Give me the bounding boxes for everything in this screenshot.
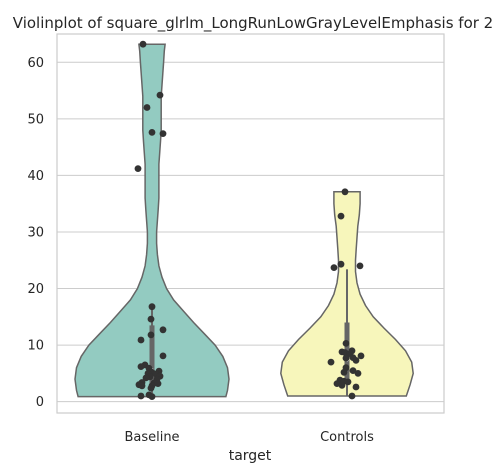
x-axis-ticks: Baseline Controls: [124, 430, 374, 445]
data-point-baseline-5: [134, 165, 142, 173]
y-tick-label-30: 30: [27, 225, 44, 240]
data-point-controls-3: [356, 262, 364, 270]
data-point-baseline-25: [154, 380, 162, 387]
data-point-baseline-7: [147, 315, 155, 323]
data-point-baseline-31: [137, 392, 145, 400]
data-point-baseline-21: [142, 374, 150, 382]
data-point-controls-10: [357, 352, 365, 360]
strip-points: [134, 40, 365, 400]
y-tick-label-40: 40: [27, 169, 44, 184]
data-point-controls-14: [327, 358, 335, 366]
violins: [74, 43, 414, 398]
data-point-baseline-13: [137, 363, 145, 370]
data-point-baseline-29: [147, 384, 155, 392]
data-point-controls-2: [330, 264, 338, 271]
data-point-controls-13: [352, 357, 360, 364]
data-point-baseline-6: [148, 303, 156, 311]
y-tick-label-60: 60: [27, 56, 44, 71]
y-tick-label-0: 0: [36, 395, 44, 410]
data-point-controls-17: [340, 368, 348, 376]
data-point-controls-18: [354, 370, 362, 377]
data-point-controls-24: [352, 383, 360, 391]
data-point-baseline-27: [138, 382, 146, 390]
data-point-controls-21: [344, 378, 352, 386]
data-point-controls-23: [338, 381, 346, 389]
data-point-baseline-10: [137, 336, 145, 344]
violin-baseline: [74, 43, 230, 398]
data-point-controls-12: [342, 354, 350, 362]
y-tick-label-20: 20: [27, 282, 44, 297]
data-point-baseline-11: [159, 352, 167, 360]
plot-frame: [56, 33, 445, 414]
y-tick-label-50: 50: [27, 112, 44, 127]
x-axis-label: target: [229, 448, 272, 464]
data-point-controls-1: [337, 212, 345, 220]
chart-title: Violinplot of square_glrlm_LongRunLowGra…: [13, 14, 493, 33]
data-point-baseline-1: [156, 91, 164, 99]
data-point-controls-4: [337, 260, 345, 268]
data-point-controls-25: [348, 392, 356, 400]
data-point-controls-5: [342, 340, 350, 347]
data-point-baseline-3: [159, 130, 167, 138]
x-tick-label-controls: Controls: [320, 430, 374, 445]
data-point-baseline-2: [143, 104, 151, 111]
data-point-baseline-0: [139, 40, 147, 48]
data-point-baseline-8: [159, 326, 167, 334]
data-point-controls-0: [341, 188, 349, 196]
data-point-controls-16: [349, 367, 357, 374]
x-tick-label-baseline: Baseline: [124, 430, 179, 445]
y-axis-ticks: 0 10 20 30 40 50 60: [27, 56, 44, 410]
data-point-baseline-9: [147, 331, 155, 339]
data-point-baseline-32: [148, 393, 156, 400]
y-tick-label-10: 10: [27, 339, 44, 354]
data-point-baseline-4: [148, 129, 156, 136]
